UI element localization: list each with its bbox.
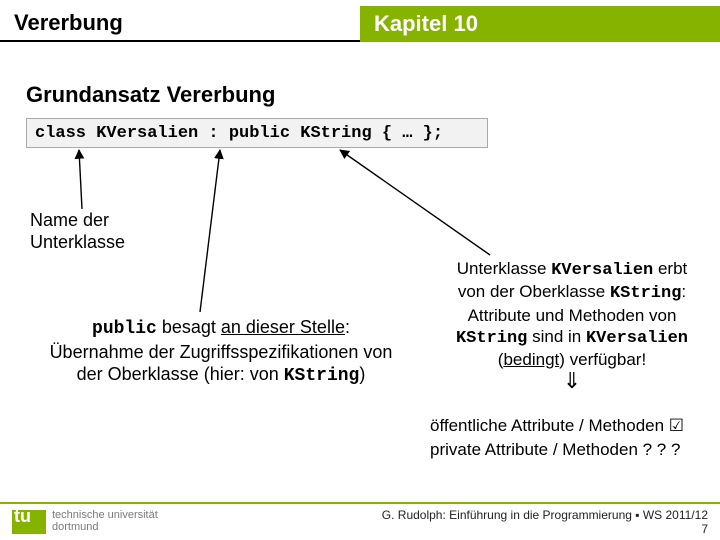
name-label-l2: Unterklasse [30, 232, 125, 252]
down-arrow-icon: ⇓ [563, 368, 581, 393]
footer-credit: G. Rudolph: Einführung in die Programmie… [382, 508, 708, 522]
name-label-l1: Name der [30, 210, 109, 230]
visibility-private: private Attribute / Methoden ? ? ? [430, 438, 684, 462]
footer: technische universität dortmund G. Rudol… [0, 502, 720, 536]
public-explanation: public besagt an dieser Stelle: Übernahm… [26, 316, 416, 388]
ih-l2b: : [681, 282, 686, 301]
section-title: Grundansatz Vererbung [26, 82, 275, 108]
ih-l1m: KVersalien [551, 261, 653, 280]
ih-l2a: von der Oberklasse [458, 282, 610, 301]
inherit-explanation: Unterklasse KVersalien erbt von der Ober… [442, 258, 702, 394]
footer-page: 7 [701, 522, 708, 536]
code-text: class KVersalien : public KString { … }; [35, 124, 443, 143]
visibility-public: öffentliche Attribute / Methoden ☑ [430, 414, 684, 438]
footer-right: G. Rudolph: Einführung in die Programmie… [382, 508, 708, 536]
header-left-text: Vererbung [14, 10, 123, 36]
ih-l4m1: KString [456, 329, 527, 348]
uni-l2: dortmund [52, 521, 98, 533]
public-l3b: ) [359, 364, 365, 384]
ih-l4mid: sind in [527, 327, 586, 346]
public-colon: : [345, 317, 350, 337]
header-right: Kapitel 10 [360, 6, 720, 42]
header-left: Vererbung [0, 6, 360, 42]
arrow-name [79, 150, 82, 209]
arrow-public [200, 150, 220, 312]
ih-l1a: Unterklasse [457, 259, 551, 278]
ih-l3: Attribute und Methoden von [468, 306, 677, 325]
header-right-text: Kapitel 10 [374, 11, 478, 37]
uni-l1: technische universität [52, 509, 158, 521]
public-l2: Übernahme der Zugriffsspezifikationen vo… [50, 342, 393, 362]
ih-l5b: ) verfügbar! [559, 350, 646, 369]
visibility-list: öffentliche Attribute / Methoden ☑ priva… [430, 414, 684, 462]
public-l3a: der Oberklasse (hier: von [77, 364, 284, 384]
ih-l5u: bedingt [503, 350, 559, 369]
ih-l2m: KString [610, 284, 681, 303]
public-kw: public [92, 319, 157, 339]
code-declaration: class KVersalien : public KString { … }; [26, 118, 488, 148]
public-l3mono: KString [284, 366, 360, 386]
ih-l1b: erbt [653, 259, 687, 278]
public-mid: besagt [157, 317, 221, 337]
ih-l4m2: KVersalien [586, 329, 688, 348]
tu-logo: technische universität dortmund [12, 510, 158, 534]
public-ul: an dieser Stelle [221, 317, 345, 337]
name-label: Name der Unterklasse [30, 210, 125, 253]
tu-logo-text: technische universität dortmund [52, 510, 158, 533]
tu-logo-icon [12, 510, 46, 534]
arrow-inherit [340, 150, 490, 255]
